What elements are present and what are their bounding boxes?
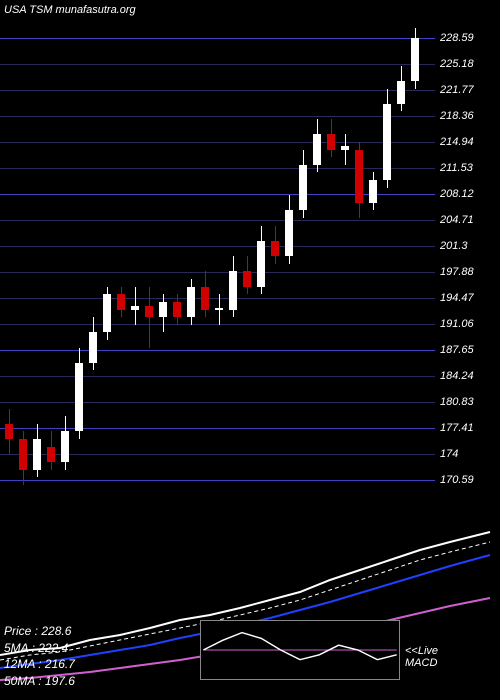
grid-label: 228.59 bbox=[440, 32, 474, 44]
candle-wick bbox=[345, 134, 346, 164]
chart-title: USA TSM munafasutra.org bbox=[4, 4, 136, 16]
candle-body bbox=[75, 363, 83, 432]
grid-label: 187.65 bbox=[440, 344, 474, 356]
macd-line bbox=[203, 633, 396, 660]
grid-label: 177.41 bbox=[440, 422, 474, 434]
candle-body bbox=[33, 439, 41, 469]
price-info-block: Price : 228.65MA : 222.412MA : 216.750MA… bbox=[4, 623, 75, 690]
grid-label: 174 bbox=[440, 448, 458, 460]
grid-line bbox=[0, 220, 435, 221]
grid-label: 201.3 bbox=[440, 240, 468, 252]
candle-body bbox=[173, 302, 181, 317]
candle-wick bbox=[219, 294, 220, 324]
candle-body bbox=[271, 241, 279, 256]
grid-line bbox=[0, 272, 435, 273]
candle-body bbox=[159, 302, 167, 317]
candle-body bbox=[369, 180, 377, 203]
grid-label: 208.12 bbox=[440, 188, 474, 200]
candle-body bbox=[313, 134, 321, 164]
grid-label: 180.83 bbox=[440, 396, 474, 408]
grid-line bbox=[0, 142, 435, 143]
candle-body bbox=[243, 271, 251, 286]
macd-inset bbox=[200, 620, 400, 680]
candle-body bbox=[341, 146, 349, 150]
grid-label: 170.59 bbox=[440, 474, 474, 486]
candle-body bbox=[215, 308, 223, 310]
candle-body bbox=[61, 431, 69, 461]
grid-line bbox=[0, 324, 435, 325]
candle-body bbox=[5, 424, 13, 439]
grid-line bbox=[0, 64, 435, 65]
candle-body bbox=[201, 287, 209, 310]
grid-line bbox=[0, 116, 435, 117]
candle-wick bbox=[149, 287, 150, 348]
candlestick-chart: 228.59 225.18 221.77 218.36 214.94 211.53 208.… bbox=[0, 20, 500, 500]
grid-label: 211.53 bbox=[440, 162, 473, 174]
grid-label: 191.06 bbox=[440, 318, 474, 330]
grid-label: 221.77 bbox=[440, 84, 474, 96]
grid-line bbox=[0, 376, 435, 377]
candle-body bbox=[411, 38, 419, 81]
candle-body bbox=[103, 294, 111, 332]
info-line: Price : 228.6 bbox=[4, 623, 75, 640]
candle-body bbox=[131, 306, 139, 310]
candle-body bbox=[397, 81, 405, 104]
candle-body bbox=[117, 294, 125, 309]
grid-label: 225.18 bbox=[440, 58, 474, 70]
grid-line bbox=[0, 90, 435, 91]
candle-body bbox=[285, 210, 293, 256]
candle-body bbox=[145, 306, 153, 317]
grid-label: 214.94 bbox=[440, 136, 474, 148]
grid-label: 197.88 bbox=[440, 266, 474, 278]
candle-body bbox=[229, 271, 237, 309]
candle-body bbox=[383, 104, 391, 180]
grid-line bbox=[0, 402, 435, 403]
grid-label: 184.24 bbox=[440, 370, 474, 382]
grid-line bbox=[0, 38, 435, 39]
candle-body bbox=[327, 134, 335, 149]
grid-line bbox=[0, 246, 435, 247]
candle-body bbox=[299, 165, 307, 211]
candle-body bbox=[47, 447, 55, 462]
live-macd-label: <<Live MACD bbox=[405, 645, 438, 669]
info-line: 5MA : 222.4 bbox=[4, 640, 75, 657]
grid-line bbox=[0, 168, 435, 169]
candle-body bbox=[257, 241, 265, 287]
grid-line bbox=[0, 480, 435, 481]
info-line: 50MA : 197.6 bbox=[4, 673, 75, 690]
candle-body bbox=[355, 150, 363, 203]
grid-label: 204.71 bbox=[440, 214, 474, 226]
candle-body bbox=[187, 287, 195, 317]
grid-label: 218.36 bbox=[440, 110, 474, 122]
grid-label: 194.47 bbox=[440, 292, 474, 304]
candle-body bbox=[19, 439, 27, 469]
info-line: 12MA : 216.7 bbox=[4, 656, 75, 673]
grid-line bbox=[0, 298, 435, 299]
candle-body bbox=[89, 332, 97, 362]
grid-line bbox=[0, 350, 435, 351]
